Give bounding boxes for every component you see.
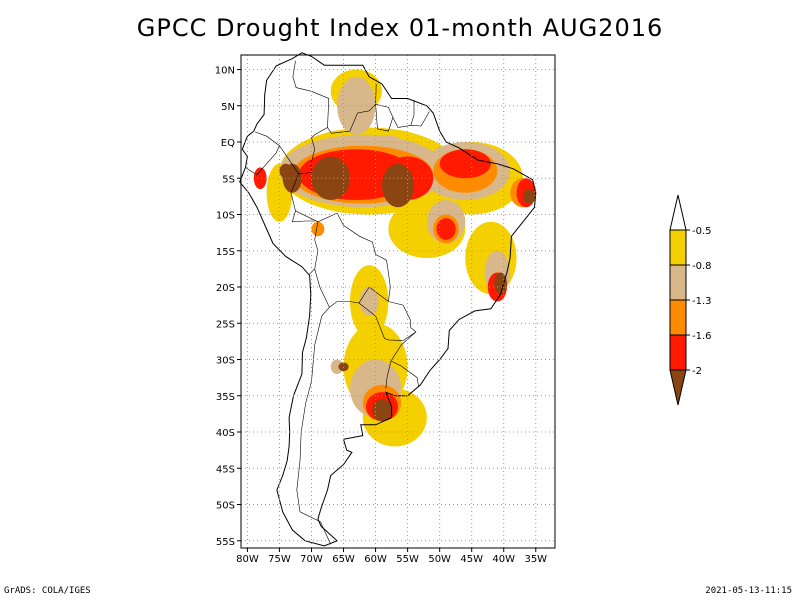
lon-tick-label: 65W [332, 554, 355, 565]
legend-label: -1.6 [692, 331, 712, 342]
legend-bottom-arrow [669, 369, 687, 406]
drought-region [337, 76, 376, 135]
lat-tick-label: 30S [216, 356, 235, 367]
lat-tick-label: 5S [222, 174, 235, 185]
legend-swatch [669, 264, 687, 301]
lon-tick-label: 75W [268, 554, 291, 565]
lat-tick-label: 5N [221, 102, 235, 113]
lon-tick-label: 40W [492, 554, 515, 565]
legend-swatch [669, 334, 687, 371]
country-border [291, 210, 315, 223]
lat-tick-label: 10N [215, 66, 235, 77]
lon-tick-label: 55W [396, 554, 419, 565]
legend-swatch [669, 229, 687, 266]
lon-tick-label: 70W [300, 554, 323, 565]
legend-label: -1.3 [692, 296, 712, 307]
lat-tick-label: 15S [216, 247, 235, 258]
country-border [375, 104, 394, 132]
lon-tick-label: 45W [460, 554, 483, 565]
footer-timestamp: 2021-05-13-11:15 [705, 586, 792, 596]
country-border [245, 145, 280, 175]
drought-region [311, 221, 325, 237]
drought-region [253, 167, 267, 190]
country-border [314, 212, 391, 308]
chart-title: GPCC Drought Index 01-month AUG2016 [136, 14, 664, 42]
footer-credit: GrADS: COLA/IGES [4, 586, 91, 596]
lat-tick-label: 20S [216, 283, 235, 294]
lon-tick-label: 35W [524, 554, 547, 565]
legend-label: -0.5 [692, 226, 712, 237]
drought-region [381, 163, 415, 208]
continent-outline [239, 52, 537, 547]
lat-tick-label: 10S [216, 211, 235, 222]
drought-region [439, 149, 491, 179]
drought-region [338, 362, 349, 372]
country-border [358, 301, 417, 341]
country-border [390, 331, 419, 387]
legend-swatch [669, 299, 687, 336]
drought-region [436, 218, 456, 240]
drought-region [372, 399, 392, 422]
coastline [239, 52, 537, 547]
lat-tick-label: 55S [216, 537, 235, 548]
legend-top-arrow [669, 194, 687, 231]
legend-label: -0.8 [692, 261, 712, 272]
lat-tick-label: 25S [216, 319, 235, 330]
drought-region [279, 163, 293, 179]
lat-tick-label: 35S [216, 392, 235, 403]
country-border [375, 99, 415, 128]
lat-tick-label: EQ [221, 138, 235, 149]
drought-region [494, 272, 507, 295]
drought-region [311, 156, 350, 200]
country-border [292, 60, 330, 128]
lon-ticks: 80W 75W 70W 65W 60W 55W 50W 45W 40W 35W [236, 548, 547, 565]
lon-tick-label: 80W [236, 554, 259, 565]
legend: -0.5 -0.8 -1.3 -1.6 -2 [669, 194, 712, 406]
country-border [385, 360, 392, 389]
legend-label: -2 [692, 366, 702, 377]
drought-region [330, 359, 344, 374]
country-border [296, 268, 331, 545]
lat-tick-label: 45S [216, 464, 235, 475]
gridlines [241, 55, 555, 548]
lat-tick-label: 50S [216, 501, 235, 512]
drought-region [522, 189, 536, 204]
map-frame [240, 54, 556, 549]
lon-tick-label: 60W [364, 554, 387, 565]
lon-tick-label: 50W [428, 554, 451, 565]
lat-tick-label: 40S [216, 428, 235, 439]
country-border [290, 83, 377, 223]
country-border [410, 111, 430, 127]
country-border [254, 131, 299, 175]
lat-ticks: 10N 5N EQ 5S 10S 15S 20S 25S 30S 35S 40S 45S 50S 55S [215, 66, 241, 548]
